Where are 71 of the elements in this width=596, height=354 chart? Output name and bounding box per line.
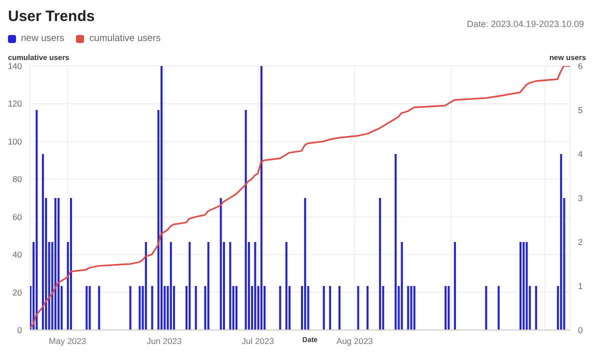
bar bbox=[144, 242, 147, 330]
x-tick-label: Aug 2023 bbox=[336, 336, 374, 346]
x-tick-label: Jun 2023 bbox=[146, 336, 182, 346]
bar bbox=[379, 198, 382, 330]
bar bbox=[86, 286, 88, 330]
y2-tick-label: 6 bbox=[578, 61, 583, 72]
bar bbox=[560, 154, 562, 330]
x-tick-label: Jul 2023 bbox=[242, 336, 274, 346]
bar bbox=[535, 286, 538, 330]
bar bbox=[138, 286, 141, 330]
bar bbox=[188, 242, 191, 330]
bar bbox=[36, 110, 38, 330]
bar bbox=[54, 198, 56, 330]
text: Date: 2023.04.19-2023.10.09 bbox=[466, 18, 584, 31]
y-tick-label: 20 bbox=[12, 287, 22, 298]
bar bbox=[88, 286, 91, 330]
bar bbox=[338, 286, 340, 330]
legend-label: cumulative users bbox=[89, 33, 161, 44]
bar bbox=[194, 286, 197, 330]
y-tick-label: 100 bbox=[8, 136, 22, 146]
bar bbox=[207, 242, 210, 330]
y2-tick-label: 3 bbox=[578, 193, 583, 204]
bar bbox=[329, 286, 332, 330]
bar bbox=[407, 286, 410, 330]
bar bbox=[304, 198, 306, 330]
bar bbox=[526, 242, 528, 330]
line-series bbox=[30, 66, 570, 329]
y-tick-label: 120 bbox=[8, 98, 22, 109]
chart-title: User Trends bbox=[8, 8, 95, 25]
bar bbox=[42, 154, 44, 330]
bar bbox=[454, 242, 456, 330]
bar bbox=[519, 242, 522, 330]
bar bbox=[522, 242, 525, 330]
bar bbox=[220, 198, 222, 330]
bar bbox=[170, 242, 172, 330]
bar bbox=[357, 286, 360, 330]
bar bbox=[448, 286, 450, 330]
bar bbox=[260, 66, 262, 330]
x-tick-label: May 2023 bbox=[48, 336, 86, 346]
bar bbox=[498, 286, 500, 330]
bar bbox=[366, 286, 369, 330]
bar bbox=[98, 286, 100, 330]
bar bbox=[129, 286, 132, 330]
y2-tick-label: 1 bbox=[578, 281, 583, 292]
bar bbox=[244, 110, 247, 330]
bar bbox=[151, 286, 154, 330]
bar bbox=[400, 242, 403, 330]
y2-tick-label: 0 bbox=[578, 325, 583, 336]
y-tick-label: 60 bbox=[12, 212, 22, 222]
bar bbox=[254, 242, 256, 330]
y-tick-label: 80 bbox=[12, 174, 22, 184]
bar bbox=[410, 286, 412, 330]
y2-tick-label: 2 bbox=[578, 237, 583, 248]
bar bbox=[235, 286, 238, 330]
bar bbox=[485, 286, 488, 330]
bar bbox=[279, 286, 282, 330]
y-tick-label: 0 bbox=[17, 325, 22, 336]
bar bbox=[160, 66, 163, 330]
y-tick-label: 40 bbox=[12, 250, 22, 260]
y-tick-label: 140 bbox=[8, 61, 22, 72]
bar bbox=[229, 242, 232, 330]
bar bbox=[285, 242, 288, 330]
bar bbox=[394, 154, 397, 330]
y2-tick-label: 5 bbox=[578, 105, 583, 116]
bar bbox=[413, 286, 416, 330]
bar bbox=[58, 198, 60, 330]
legend-label: new users bbox=[21, 33, 64, 44]
bar bbox=[444, 286, 447, 330]
bar bbox=[70, 198, 72, 330]
y2-tick-label: 4 bbox=[578, 149, 583, 160]
bar bbox=[322, 286, 325, 330]
